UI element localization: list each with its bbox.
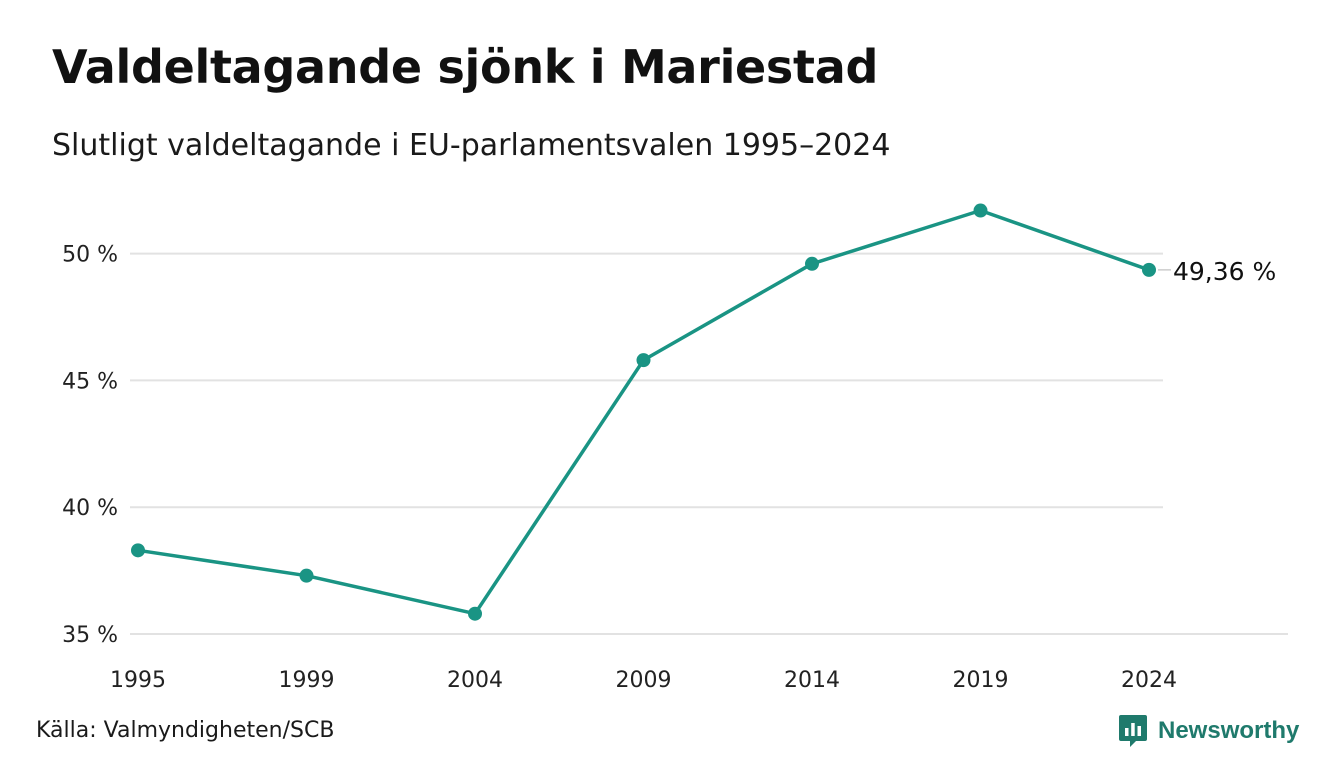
- x-tick-label: 1999: [279, 668, 335, 693]
- series-line: [136, 208, 1151, 616]
- data-point: [131, 543, 145, 558]
- source-note: Källa: Valmyndigheten/SCB: [36, 718, 335, 743]
- y-tick-label: 35 %: [62, 623, 118, 648]
- data-point: [636, 353, 651, 368]
- y-tick-label: 50 %: [62, 243, 118, 268]
- y-tick-label: 45 %: [62, 369, 118, 394]
- line-chart: 35 % 40 % 45 % 50 % 1995 1999 2004 2009 2014 201…: [62, 203, 1288, 693]
- chart-subtitle: Slutligt valdeltagande i EU-parlamentsva…: [52, 128, 891, 163]
- data-point: [299, 568, 314, 583]
- x-tick-label: 2009: [616, 668, 672, 693]
- data-labels: 49,36 %: [1158, 257, 1276, 286]
- gridlines: [130, 252, 1288, 635]
- y-axis-tick-labels: 35 % 40 % 45 % 50 %: [62, 243, 118, 648]
- newsworthy-logo-icon: [1119, 715, 1147, 747]
- data-points: [131, 203, 1156, 621]
- x-axis-tick-labels: 1995 1999 2004 2009 2014 2019 2024: [110, 668, 1177, 693]
- data-point: [1142, 262, 1156, 277]
- data-point: [973, 203, 988, 218]
- chart-title: Valdeltagande sjönk i Mariestad: [52, 40, 879, 94]
- series-line-path: [136, 208, 1151, 616]
- data-point: [805, 256, 819, 271]
- x-tick-label: 2019: [953, 668, 1009, 693]
- brand-name: Newsworthy: [1158, 717, 1300, 744]
- end-value-label: 49,36 %: [1173, 257, 1276, 286]
- x-tick-label: 2024: [1121, 668, 1177, 693]
- y-tick-label: 40 %: [62, 496, 118, 521]
- brand-logo[interactable]: Newsworthy: [1118, 712, 1299, 750]
- x-tick-label: 2014: [784, 668, 840, 693]
- data-point: [468, 606, 482, 621]
- x-tick-label: 2004: [447, 668, 503, 693]
- x-tick-label: 1995: [110, 668, 166, 693]
